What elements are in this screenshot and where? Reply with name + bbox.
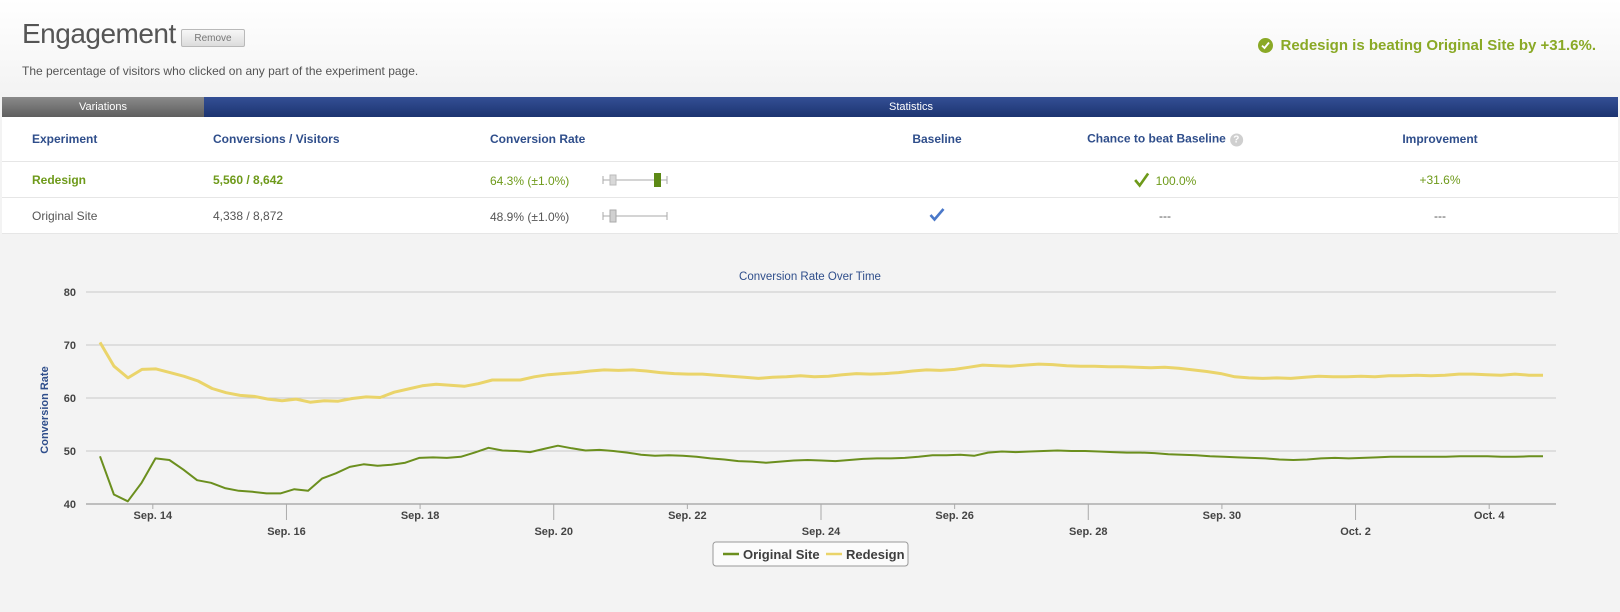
check-circle-icon	[1258, 38, 1274, 53]
results-table: Experiment Conversions / Visitors Conver…	[2, 117, 1618, 234]
x-tick-label: Sep. 24	[802, 526, 841, 538]
x-tick-label: Sep. 16	[267, 526, 306, 538]
conversion-rate-chart: Conversion Rate Over Time Conversion Rat…	[39, 271, 1556, 567]
legend-redesign[interactable]: Redesign	[846, 547, 905, 562]
y-tick-label: 60	[64, 393, 76, 405]
x-tick-label: Oct. 2	[1340, 526, 1371, 538]
checkmark-icon	[1134, 172, 1150, 188]
table-row: Original Site 4,338 / 8,872 48.9% (±1.0%…	[2, 198, 1618, 234]
confidence-range-icon	[602, 209, 668, 222]
variation-name[interactable]: Original Site	[32, 208, 98, 223]
chart-legend[interactable]: Original Site Redesign	[712, 541, 909, 567]
x-tick-label: Oct. 4	[1474, 510, 1505, 522]
col-conversion-rate[interactable]: Conversion Rate	[490, 132, 586, 146]
col-conversions[interactable]: Conversions / Visitors	[213, 132, 340, 146]
remove-button[interactable]: Remove	[181, 29, 245, 47]
result-text: Redesign is beating Original Site by +31…	[1280, 37, 1596, 54]
x-tick-label: Sep. 26	[935, 510, 974, 522]
y-tick-label: 50	[64, 446, 76, 458]
col-improvement[interactable]: Improvement	[1402, 132, 1478, 146]
help-icon[interactable]: ?	[1229, 133, 1243, 147]
confidence-range-icon	[602, 172, 668, 187]
conversions-value: 5,560 / 8,642	[213, 172, 284, 187]
table-header-row: Experiment Conversions / Visitors Conver…	[2, 117, 1618, 162]
chance-value: ---	[1159, 208, 1171, 223]
x-tick-label: Sep. 20	[534, 526, 573, 538]
legend-original-site[interactable]: Original Site	[743, 547, 820, 562]
table-row: Redesign 5,560 / 8,642 64.3% (±1.0%) 100…	[2, 162, 1618, 198]
variation-name[interactable]: Redesign	[32, 172, 87, 187]
series-line-original-site[interactable]	[99, 444, 1543, 503]
improvement-value: ---	[1434, 208, 1446, 223]
improvement-value: +31.6%	[1419, 172, 1461, 187]
y-tick-label: 80	[64, 287, 76, 299]
goal-description: The percentage of visitors who clicked o…	[22, 64, 419, 78]
variations-header: Variations	[2, 97, 204, 117]
col-chance-to-beat[interactable]: Chance to beat Baseline?	[1087, 132, 1243, 147]
col-experiment[interactable]: Experiment	[32, 132, 98, 146]
col-chance-label: Chance to beat Baseline	[1087, 131, 1226, 146]
series-line-redesign[interactable]	[98, 341, 1543, 404]
x-tick-label: Sep. 30	[1203, 510, 1242, 522]
goal-title: Engagement	[22, 18, 176, 49]
chance-text: 100.0%	[1155, 173, 1197, 188]
chance-value: 100.0%	[1134, 172, 1197, 188]
x-tick-label: Sep. 28	[1069, 526, 1108, 538]
conversions-value: 4,338 / 8,872	[213, 208, 284, 223]
x-tick-label: Sep. 18	[401, 510, 440, 522]
y-tick-label: 70	[64, 340, 76, 352]
result-summary: Redesign is beating Original Site by +31…	[1258, 37, 1596, 54]
x-tick-label: Sep. 22	[668, 510, 707, 522]
conversion-rate-value: 48.9% (±1.0%)	[490, 210, 570, 225]
y-tick-label: 40	[64, 499, 76, 511]
conversion-rate-value: 64.3% (±1.0%)	[490, 174, 570, 189]
chart-title: Conversion Rate Over Time	[739, 271, 881, 283]
x-tick-label: Sep. 14	[134, 510, 173, 522]
statistics-header: Statistics	[204, 97, 1618, 117]
table-group-header: Variations Statistics	[2, 97, 1618, 117]
y-axis-label: Conversion Rate	[39, 366, 51, 453]
col-baseline[interactable]: Baseline	[912, 132, 962, 146]
baseline-check-icon[interactable]	[929, 207, 945, 224]
